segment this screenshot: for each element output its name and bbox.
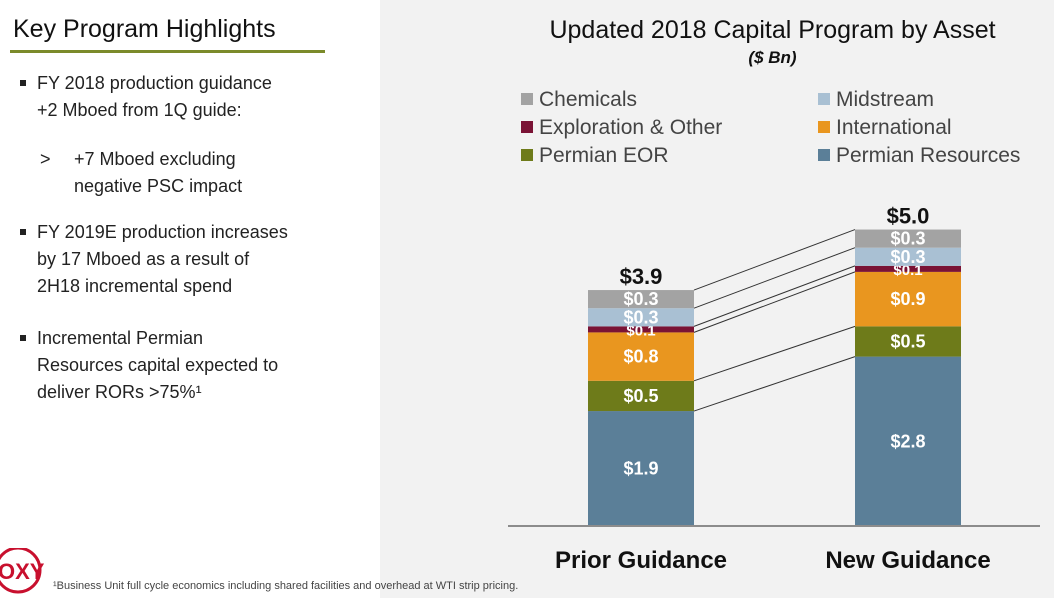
legend-swatch (818, 121, 830, 133)
bar-segment-international (855, 271, 961, 327)
data-label: $0.5 (623, 386, 658, 406)
bar-segment-international (588, 332, 694, 381)
x-tick-label: New Guidance (825, 547, 990, 574)
bar-stack-prior-guidance: $1.9$0.5$0.8$0.1$0.3$0.3$3.9 (588, 264, 694, 526)
chart-bars: $1.9$0.5$0.8$0.1$0.3$0.3$3.9$2.8$0.5$0.9… (588, 204, 961, 526)
legend-item-international: International (818, 116, 952, 139)
legend-swatch (818, 93, 830, 105)
data-label: $0.3 (890, 229, 925, 249)
bar-connector-lines (693, 229, 856, 412)
bullet-line: +2 Mboed from 1Q guide: (37, 100, 242, 120)
legend-label: International (836, 116, 952, 139)
legend-swatch (818, 149, 830, 161)
title-underline (10, 50, 325, 53)
bar-segment-permian-resources (855, 356, 961, 526)
bullet-line: FY 2018 production guidance (37, 73, 272, 93)
data-label: $2.8 (890, 431, 925, 451)
square-bullet-icon (20, 80, 26, 86)
legend-swatch (521, 149, 533, 161)
bullet-line: by 17 Mboed as a result of (37, 249, 250, 269)
subbullet-line: negative PSC impact (74, 176, 243, 196)
footnote: ¹Business Unit full cycle economics incl… (53, 580, 519, 592)
connector-line (693, 356, 856, 412)
square-bullet-icon (20, 335, 26, 341)
square-bullet-icon (20, 229, 26, 235)
total-label: $3.9 (620, 264, 663, 289)
bullet-line: 2H18 incremental spend (37, 276, 233, 296)
chevron-right-icon: > (40, 149, 51, 169)
legend-swatch (521, 121, 533, 133)
oxy-logo: OXY (0, 546, 50, 599)
connector-line (693, 325, 856, 382)
legend-item-exploration-other: Exploration & Other (521, 116, 722, 139)
bar-segment-permian-eor (588, 380, 694, 412)
chart-legend: Chemicals Midstream Exploration & Other Int… (521, 88, 1020, 167)
connector-line (693, 247, 856, 309)
connector-line (693, 271, 856, 333)
total-label: $5.0 (887, 204, 930, 229)
legend-label: Permian EOR (539, 144, 669, 167)
data-label: $0.1 (626, 322, 655, 339)
connector-line (693, 229, 856, 291)
legend-label: Midstream (836, 88, 934, 111)
bullet-line: deliver RORs >75%¹ (37, 382, 202, 402)
chart-subtitle: ($ Bn) (748, 48, 797, 67)
x-tick-label: Prior Guidance (555, 547, 727, 574)
data-label: $0.1 (893, 262, 922, 279)
legend-label: Exploration & Other (539, 116, 722, 139)
chart-title: Updated 2018 Capital Program by Asset (549, 16, 996, 44)
data-label: $0.5 (890, 331, 925, 351)
data-label: $0.8 (623, 347, 658, 367)
legend-label: Chemicals (539, 88, 637, 111)
highlights-title: Key Program Highlights (13, 15, 276, 43)
legend-item-chemicals: Chemicals (521, 88, 637, 111)
bar-segment-chemicals (588, 290, 694, 309)
data-label: $0.9 (890, 289, 925, 309)
bar-stack-new-guidance: $2.8$0.5$0.9$0.1$0.3$0.3$5.0 (855, 204, 961, 526)
bar-segment-permian-resources (588, 411, 694, 526)
data-label: $1.9 (623, 459, 658, 479)
bar-segment-permian-eor (855, 326, 961, 357)
legend-item-permian-resources: Permian Resources (818, 144, 1020, 167)
data-label: $0.3 (623, 289, 658, 309)
connector-line (693, 265, 856, 327)
bullet-line: Resources capital expected to (37, 355, 279, 375)
legend-item-permian-eor: Permian EOR (521, 144, 669, 167)
legend-swatch (521, 93, 533, 105)
bullet-line: FY 2019E production increases (37, 222, 288, 242)
bullet-line: Incremental Permian (37, 328, 204, 348)
highlights-panel: Key Program Highlights FY 2018 productio… (0, 0, 380, 598)
data-label: $0.3 (890, 247, 925, 267)
bar-segment-exploration-other (588, 326, 694, 333)
bar-segment-chemicals (855, 229, 961, 248)
bar-segment-midstream (588, 308, 694, 327)
subbullet-line: +7 Mboed excluding (74, 149, 236, 169)
legend-item-midstream: Midstream (818, 88, 934, 111)
bar-segment-exploration-other (855, 265, 961, 272)
data-label: $0.3 (623, 307, 658, 327)
x-axis-labels: Prior Guidance New Guidance (555, 547, 991, 574)
logo-text: OXY (0, 559, 45, 584)
legend-label: Permian Resources (836, 144, 1020, 167)
bar-segment-midstream (855, 247, 961, 266)
